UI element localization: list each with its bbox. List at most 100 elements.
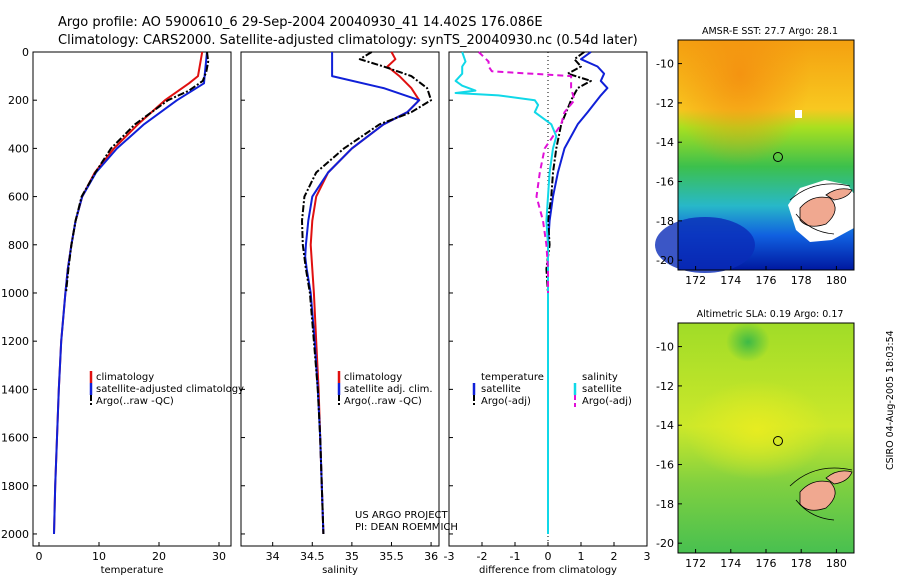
salinity-panel: 34 34.5 35 35.5 36 salinity — [240, 51, 440, 576]
plot-frame — [240, 51, 440, 547]
x-tick-label: 180 — [826, 274, 847, 287]
x-tick-label: 35.5 — [379, 550, 404, 563]
legend-label: climatology — [96, 372, 154, 383]
island-viti-levu — [799, 480, 836, 511]
y-tick-label: 0 — [22, 46, 29, 59]
legend-label: Argo(..raw -QC) — [96, 396, 174, 407]
annotation-project: US ARGO PROJECT — [355, 510, 449, 521]
reef-outline — [789, 183, 851, 235]
argo-position-marker — [773, 152, 783, 162]
map-title: AMSR-E SST: 27.7 Argo: 28.1 — [702, 26, 838, 37]
sla-map-panel: Altimetric SLA: 0.19 Argo: 0.17 — [678, 309, 854, 553]
x-tick-label: -1 — [510, 550, 521, 563]
legend-salinity: climatology satellite adj. clim. Argo(..… — [337, 371, 458, 533]
y-tick-label: 2000 — [1, 528, 29, 541]
y-tick-label: -18 — [656, 498, 674, 511]
y-tick-label: 400 — [8, 142, 29, 155]
y-tick-label: -20 — [656, 254, 674, 267]
series-black-dashdot — [545, 51, 592, 294]
figure-title-line1: Argo profile: AO 5900610_6 29-Sep-2004 2… — [58, 15, 543, 30]
argo-position-marker — [773, 436, 783, 446]
x-tick-label: 30 — [212, 550, 226, 563]
x-tick-label: 176 — [756, 274, 777, 287]
y-tick-label: -18 — [656, 215, 674, 228]
series-blue-solid — [547, 51, 609, 534]
x-tick-label: 2 — [611, 550, 618, 563]
legend-label: Argo(-adj) — [481, 396, 531, 407]
y-tick-label: 600 — [8, 191, 29, 204]
legend-label: Argo(..raw -QC) — [344, 396, 422, 407]
sst-missing-pixel — [795, 110, 802, 118]
y-tick-label: -16 — [656, 459, 674, 472]
x-axis-label: difference from climatology — [479, 565, 617, 576]
temperature-panel: 0 10 20 30 0 200 400 600 800 1000 1200 1400 1600 1800… — [1, 46, 232, 576]
series-magenta-dashed — [478, 51, 576, 293]
series-blue-solid — [304, 52, 421, 535]
annotation-pi: PI: DEAN ROEMMICH — [355, 522, 458, 533]
y-tick-label: -16 — [656, 176, 674, 189]
x-tick-label: 178 — [791, 557, 812, 570]
legend-label: Argo(-adj) — [582, 396, 632, 407]
sst-cold-patch — [655, 217, 755, 273]
x-tick-label: 35 — [345, 550, 359, 563]
credit-stamp: CSIRO 04-Aug-2005 18:03:54 — [885, 330, 896, 470]
y-tick-label: -12 — [656, 380, 674, 393]
y-tick-label: -10 — [656, 58, 674, 71]
x-tick-label: 20 — [152, 550, 166, 563]
y-tick-label: 1600 — [1, 432, 29, 445]
x-tick-label: 172 — [685, 557, 706, 570]
series-red-solid — [53, 51, 204, 535]
x-tick-label: 174 — [720, 274, 741, 287]
island-vanua-levu — [825, 470, 853, 485]
legend-label: satellite — [481, 384, 521, 395]
plot-frame — [32, 51, 232, 547]
x-axis-label: salinity — [322, 565, 358, 576]
y-tick-label: -10 — [656, 341, 674, 354]
y-tick-label: 800 — [8, 239, 29, 252]
sla-map-axes: 172 174 176 178 180 -10 -12 -14 -16 -18 -20 — [656, 322, 855, 570]
y-tick-label: 200 — [8, 94, 29, 107]
x-tick-label: 180 — [826, 557, 847, 570]
y-tick-label: -14 — [656, 419, 674, 432]
legend-label: satellite — [582, 384, 622, 395]
x-tick-label: -2 — [477, 550, 488, 563]
legend-label: satellite-adjusted climatology — [96, 384, 244, 395]
difference-panel: -3 -2 -1 0 1 2 3 difference from climatology — [444, 51, 651, 576]
y-tick-label: -12 — [656, 97, 674, 110]
x-tick-label: 178 — [791, 274, 812, 287]
x-tick-label: 176 — [756, 557, 777, 570]
x-tick-label: 34.5 — [300, 550, 325, 563]
series-cyan-solid — [454, 51, 558, 534]
x-tick-label: 36 — [424, 550, 438, 563]
y-tick-label: 1000 — [1, 287, 29, 300]
legend-difference: temperature satellite Argo(-adj) salinit… — [472, 372, 632, 407]
legend-temperature: climatology satellite-adjusted climatolo… — [89, 371, 244, 407]
series-black-dashdot — [301, 51, 433, 535]
y-tick-label: -20 — [656, 537, 674, 550]
x-tick-label: 34 — [266, 550, 280, 563]
x-tick-label: 174 — [720, 557, 741, 570]
y-tick-label: 1200 — [1, 335, 29, 348]
map-title: Altimetric SLA: 0.19 Argo: 0.17 — [697, 309, 844, 320]
legend-label: climatology — [344, 372, 402, 383]
sla-low-patch — [726, 322, 770, 362]
x-tick-label: -3 — [444, 550, 455, 563]
x-tick-label: 172 — [685, 274, 706, 287]
legend-heading-salinity: salinity — [582, 372, 618, 383]
x-tick-label: 1 — [578, 550, 585, 563]
series-black-dashdot — [65, 51, 210, 294]
sst-map-axes: 172 174 176 178 180 -10 -12 -14 -16 -18 -20 — [656, 39, 855, 287]
sst-map-panel: AMSR-E SST: 27.7 Argo: 28.1 — [655, 26, 858, 273]
sla-high-patch — [685, 375, 845, 485]
series-red-solid — [309, 51, 421, 535]
y-tick-label: 1400 — [1, 383, 29, 396]
legend-label: satellite adj. clim. — [344, 384, 433, 395]
reef-outline — [789, 467, 853, 521]
x-axis-label: temperature — [101, 565, 164, 576]
legend-heading-temperature: temperature — [481, 372, 544, 383]
x-tick-label: 10 — [92, 550, 106, 563]
y-tick-label: -14 — [656, 136, 674, 149]
figure-title-line2: Climatology: CARS2000. Satellite-adjuste… — [58, 33, 638, 48]
x-tick-label: 3 — [644, 550, 651, 563]
